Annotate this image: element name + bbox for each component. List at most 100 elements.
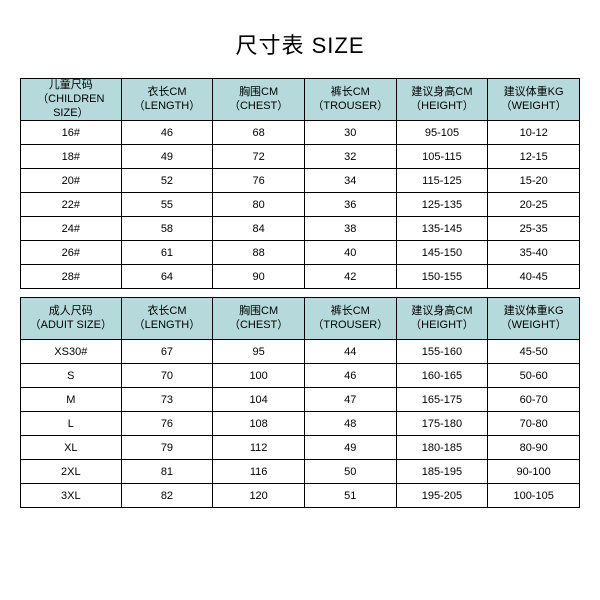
header-cn: 儿童尺码: [21, 79, 121, 93]
table-cell: 2XL: [21, 460, 122, 484]
header-en: （ADUIT SIZE）: [21, 319, 121, 333]
table-cell: 79: [121, 436, 213, 460]
header-cn: 衣长CM: [122, 305, 213, 319]
adult-header-cell: 建议身高CM（HEIGHT）: [396, 298, 488, 340]
table-cell: 55: [121, 193, 213, 217]
table-cell: 10-12: [488, 121, 580, 145]
table-row: 22#558036125-13520-25: [21, 193, 580, 217]
table-cell: 73: [121, 388, 213, 412]
tables-container: 儿童尺码（CHILDREN SIZE）衣长CM（LENGTH）胸围CM（CHES…: [20, 78, 580, 508]
table-cell: 90: [213, 265, 305, 289]
header-cn: 建议身高CM: [397, 305, 488, 319]
table-cell: 80-90: [488, 436, 580, 460]
header-cn: 建议体重KG: [488, 305, 579, 319]
table-cell: 150-155: [396, 265, 488, 289]
table-cell: 81: [121, 460, 213, 484]
header-cn: 胸围CM: [213, 305, 304, 319]
table-cell: 64: [121, 265, 213, 289]
header-cn: 建议身高CM: [397, 86, 488, 100]
table-cell: 49: [121, 145, 213, 169]
children-header-row: 儿童尺码（CHILDREN SIZE）衣长CM（LENGTH）胸围CM（CHES…: [21, 79, 580, 121]
table-cell: 61: [121, 241, 213, 265]
children-header-cell: 建议体重KG（WEIGHT）: [488, 79, 580, 121]
table-cell: 25-35: [488, 217, 580, 241]
table-cell: 24#: [21, 217, 122, 241]
table-cell: 80: [213, 193, 305, 217]
table-cell: 22#: [21, 193, 122, 217]
table-row: L7610848175-18070-80: [21, 412, 580, 436]
table-cell: 108: [213, 412, 305, 436]
table-cell: 180-185: [396, 436, 488, 460]
table-cell: 67: [121, 340, 213, 364]
header-en: （LENGTH）: [122, 319, 213, 333]
table-cell: 58: [121, 217, 213, 241]
table-cell: 45-50: [488, 340, 580, 364]
adult-header-cell: 建议体重KG（WEIGHT）: [488, 298, 580, 340]
table-cell: 100: [213, 364, 305, 388]
table-cell: 115-125: [396, 169, 488, 193]
table-row: 18#497232105-11512-15: [21, 145, 580, 169]
table-cell: 104: [213, 388, 305, 412]
header-en: （TROUSER）: [305, 100, 396, 114]
children-header-cell: 衣长CM（LENGTH）: [121, 79, 213, 121]
table-cell: 60-70: [488, 388, 580, 412]
table-cell: 34: [304, 169, 396, 193]
adult-size-table: 成人尺码（ADUIT SIZE）衣长CM（LENGTH）胸围CM（CHEST）裤…: [20, 297, 580, 508]
header-en: （WEIGHT）: [488, 100, 579, 114]
table-cell: 32: [304, 145, 396, 169]
table-cell: 38: [304, 217, 396, 241]
table-cell: 70-80: [488, 412, 580, 436]
table-row: 16#46683095-10510-12: [21, 121, 580, 145]
table-cell: 15-20: [488, 169, 580, 193]
children-size-table: 儿童尺码（CHILDREN SIZE）衣长CM（LENGTH）胸围CM（CHES…: [20, 78, 580, 289]
table-cell: 165-175: [396, 388, 488, 412]
table-cell: 84: [213, 217, 305, 241]
table-cell: 40: [304, 241, 396, 265]
table-cell: XL: [21, 436, 122, 460]
page-title: 尺寸表 SIZE: [235, 28, 364, 60]
table-cell: 12-15: [488, 145, 580, 169]
table-cell: 44: [304, 340, 396, 364]
table-cell: 49: [304, 436, 396, 460]
header-en: （WEIGHT）: [488, 319, 579, 333]
table-cell: 42: [304, 265, 396, 289]
table-cell: 195-205: [396, 484, 488, 508]
table-cell: 3XL: [21, 484, 122, 508]
header-en: （CHILDREN SIZE）: [21, 93, 121, 121]
header-cn: 成人尺码: [21, 305, 121, 319]
table-cell: 175-180: [396, 412, 488, 436]
table-cell: 68: [213, 121, 305, 145]
table-cell: 112: [213, 436, 305, 460]
children-header-cell: 裤长CM（TROUSER）: [304, 79, 396, 121]
table-row: 2XL8111650185-19590-100: [21, 460, 580, 484]
table-cell: 51: [304, 484, 396, 508]
header-cn: 裤长CM: [305, 305, 396, 319]
table-cell: 125-135: [396, 193, 488, 217]
table-cell: 95: [213, 340, 305, 364]
table-cell: 46: [121, 121, 213, 145]
table-cell: 116: [213, 460, 305, 484]
children-header-cell: 儿童尺码（CHILDREN SIZE）: [21, 79, 122, 121]
header-cn: 胸围CM: [213, 86, 304, 100]
table-cell: 95-105: [396, 121, 488, 145]
table-row: S7010046160-16550-60: [21, 364, 580, 388]
table-cell: L: [21, 412, 122, 436]
table-cell: 185-195: [396, 460, 488, 484]
children-header-cell: 胸围CM（CHEST）: [213, 79, 305, 121]
table-cell: 20-25: [488, 193, 580, 217]
header-cn: 裤长CM: [305, 86, 396, 100]
header-cn: 衣长CM: [122, 86, 213, 100]
table-cell: 16#: [21, 121, 122, 145]
table-cell: 90-100: [488, 460, 580, 484]
table-cell: 145-150: [396, 241, 488, 265]
header-en: （CHEST）: [213, 319, 304, 333]
table-row: M7310447165-17560-70: [21, 388, 580, 412]
table-cell: 70: [121, 364, 213, 388]
table-cell: M: [21, 388, 122, 412]
table-cell: 52: [121, 169, 213, 193]
table-cell: 50: [304, 460, 396, 484]
table-row: 26#618840145-15035-40: [21, 241, 580, 265]
table-row: XS30#679544155-16045-50: [21, 340, 580, 364]
table-cell: 82: [121, 484, 213, 508]
children-header-cell: 建议身高CM（HEIGHT）: [396, 79, 488, 121]
